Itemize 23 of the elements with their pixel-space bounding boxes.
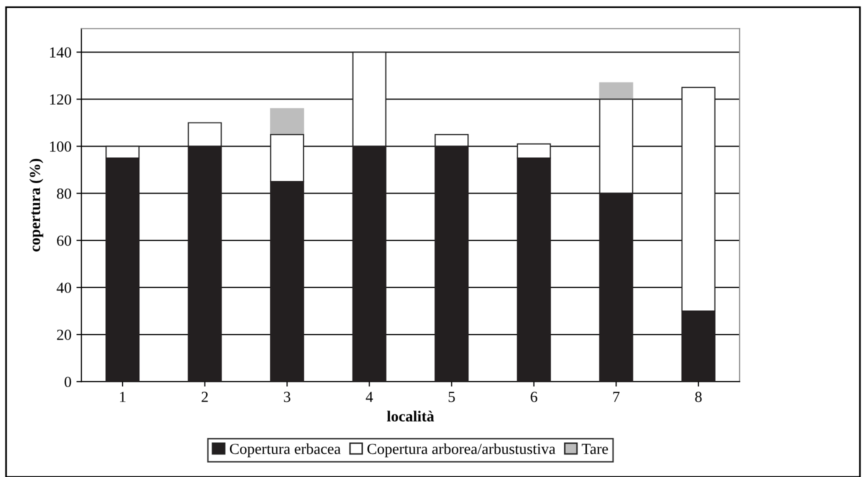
legend-label: Copertura arborea/arbustustiva — [367, 443, 556, 458]
bar — [599, 82, 634, 100]
legend-label: Tare — [582, 444, 608, 454]
legend-label: Copertura erbacea — [230, 443, 341, 458]
x-tick-label: 6 — [530, 392, 538, 402]
y-tick-label: 0 — [64, 376, 72, 388]
y-tick-label: 80 — [56, 188, 72, 199]
y-axis-title: copertura (%) — [29, 158, 44, 252]
x-tick-label: 2 — [202, 392, 208, 402]
x-tick-label: 4 — [366, 392, 373, 402]
x-tick-label: 8 — [695, 392, 702, 402]
y-tick-label: 60 — [57, 236, 72, 246]
y-tick-label: 120 — [50, 94, 72, 105]
y-tick-label: 20 — [57, 330, 72, 340]
x-tick-label: 1 — [120, 392, 126, 402]
y-tick-label: 140 — [50, 47, 72, 58]
x-tick-label: 5 — [448, 392, 455, 402]
y-tick-label: 100 — [50, 141, 72, 152]
x-tick-label: 3 — [284, 392, 290, 402]
bar — [270, 108, 304, 136]
y-tick-label: 40 — [56, 282, 72, 293]
x-tick-label: 7 — [613, 392, 620, 402]
x-axis-title: località — [387, 410, 434, 422]
